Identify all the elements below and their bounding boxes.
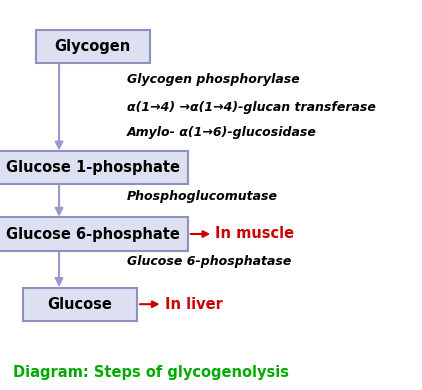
Text: Diagram: Steps of glycogenolysis: Diagram: Steps of glycogenolysis bbox=[13, 365, 289, 380]
FancyBboxPatch shape bbox=[36, 30, 150, 63]
Text: Glucose: Glucose bbox=[48, 297, 113, 312]
FancyBboxPatch shape bbox=[0, 218, 188, 250]
Text: Phosphoglucomutase: Phosphoglucomutase bbox=[127, 190, 278, 203]
Text: In muscle: In muscle bbox=[215, 227, 295, 241]
Text: Glycogen phosphorylase: Glycogen phosphorylase bbox=[127, 73, 299, 87]
Text: Amylo- α(1→6)-glucosidase: Amylo- α(1→6)-glucosidase bbox=[127, 126, 316, 139]
Text: Glucose 1-phosphate: Glucose 1-phosphate bbox=[6, 160, 180, 175]
Text: Glucose 6-phosphatase: Glucose 6-phosphatase bbox=[127, 255, 291, 268]
Text: Glycogen: Glycogen bbox=[55, 39, 131, 54]
Text: Glucose 6-phosphate: Glucose 6-phosphate bbox=[6, 227, 180, 241]
FancyBboxPatch shape bbox=[23, 288, 137, 321]
Text: α(1→4) →α(1→4)-glucan transferase: α(1→4) →α(1→4)-glucan transferase bbox=[127, 101, 376, 114]
FancyBboxPatch shape bbox=[0, 151, 188, 184]
Text: In liver: In liver bbox=[165, 297, 222, 312]
